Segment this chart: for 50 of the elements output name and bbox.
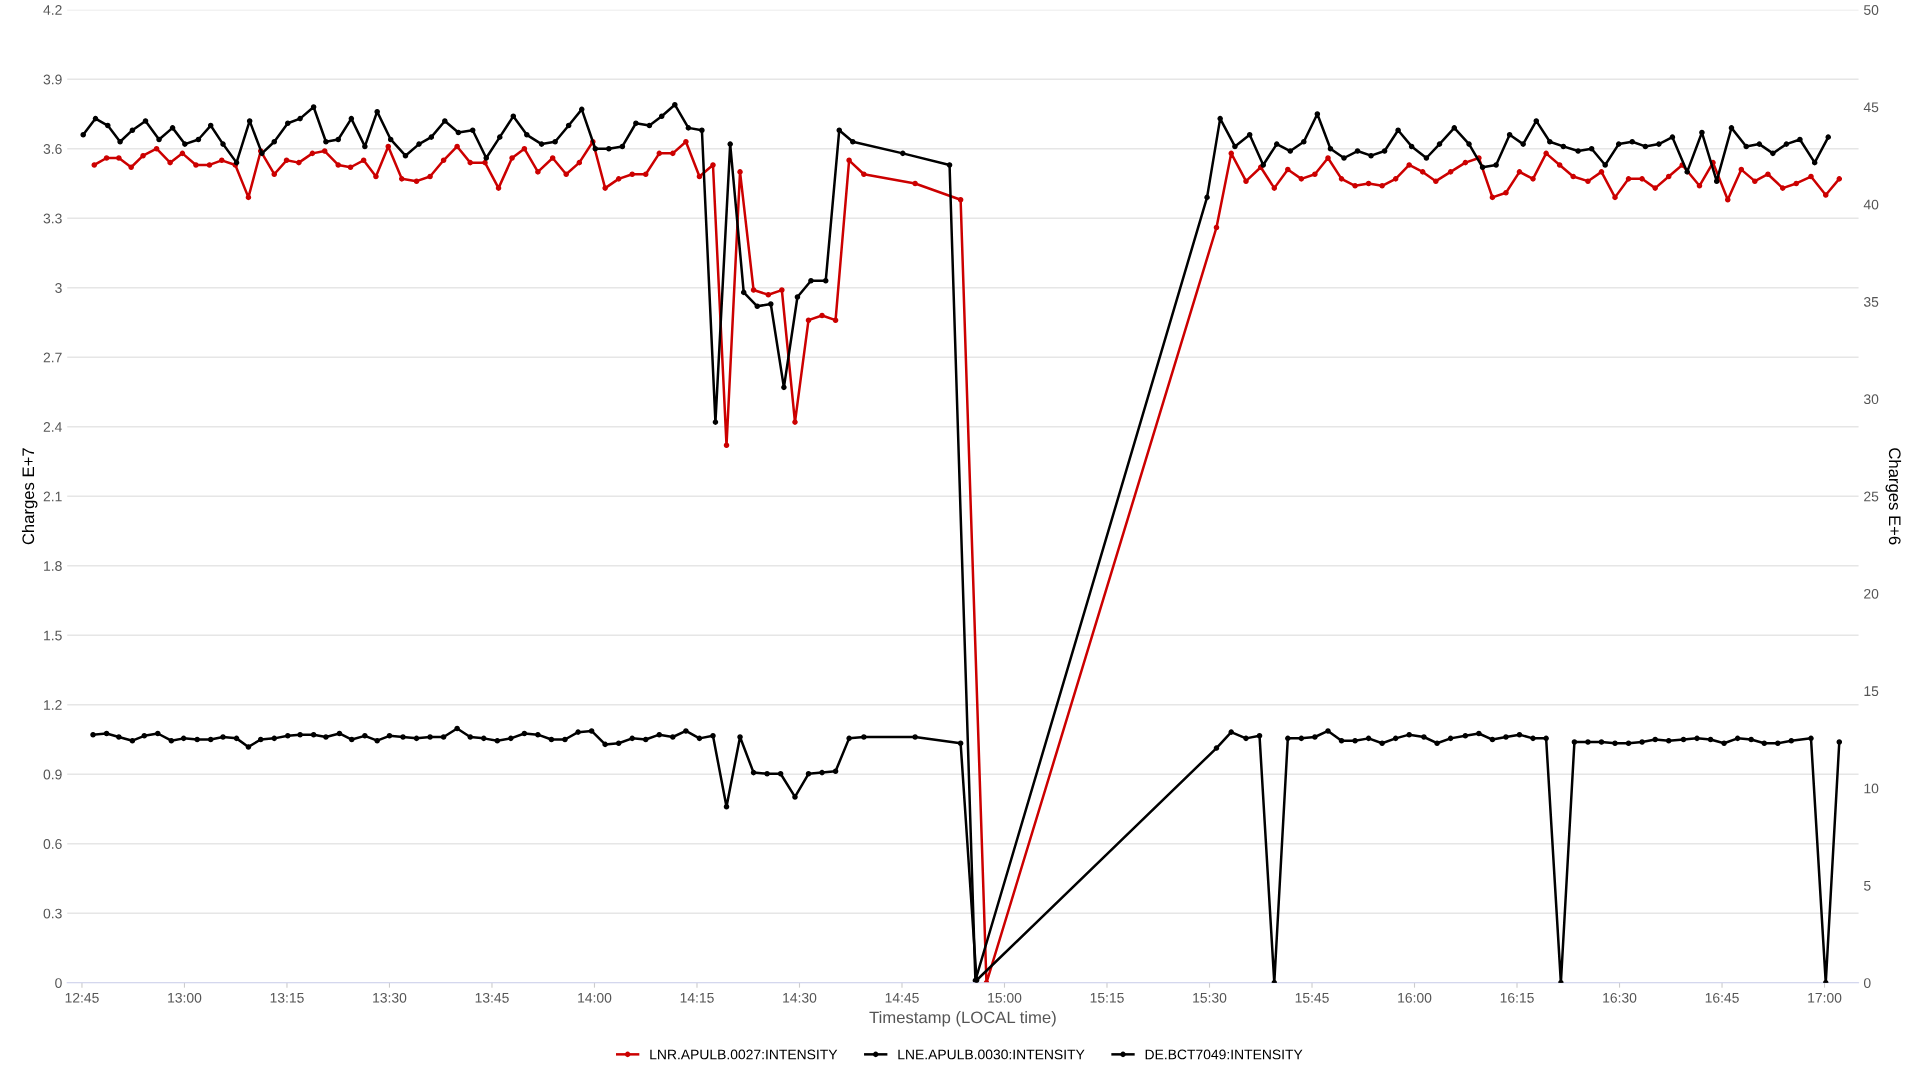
- y2-tick-label: 0: [1863, 978, 1871, 988]
- y2-tick-label: 50: [1863, 5, 1879, 15]
- y-tick-label: 1.2: [44, 700, 62, 710]
- x-axis-title: Timestamp (LOCAL time): [869, 1011, 1056, 1027]
- x-tick-label: 14:30: [783, 992, 817, 1003]
- x-tick-label: 12:45: [65, 992, 99, 1003]
- x-tick-label: 14:15: [680, 993, 714, 1003]
- y-tick-label: 0.6: [43, 839, 62, 849]
- y-tick-label: 2.4: [43, 422, 62, 432]
- x-tick-label: 13:30: [373, 992, 407, 1003]
- y-tick-label: 0.9: [43, 769, 62, 780]
- x-tick-label: 17:00: [1808, 992, 1842, 1003]
- x-tick-label: 13:45: [475, 992, 509, 1003]
- y-tick-label: 3: [55, 283, 62, 293]
- x-tick-label: 15:45: [1295, 993, 1329, 1003]
- x-tick-label: 15:15: [1090, 993, 1124, 1003]
- y2-tick-label: 35: [1863, 296, 1879, 307]
- y-tick-label: 2.1: [43, 491, 62, 502]
- y-tick-label: 3.3: [43, 213, 62, 224]
- x-tick-label: 16:15: [1500, 992, 1534, 1003]
- y-tick-label: 0.3: [43, 908, 62, 919]
- x-tick-label: 14:00: [578, 992, 612, 1003]
- y2-tick-label: 45: [1863, 102, 1879, 113]
- y2-axis-title: Charges E+6: [1885, 448, 1902, 545]
- y2-tick-label: 20: [1864, 588, 1879, 599]
- y-tick-label: 3.6: [43, 144, 62, 154]
- x-tick-label: 16:45: [1705, 992, 1739, 1003]
- y-tick-label: 0: [55, 978, 62, 988]
- x-tick-label: 14:45: [885, 993, 919, 1003]
- x-tick-label: 16:00: [1398, 992, 1432, 1003]
- legend-label: LNR.APULB.0027:INTENSITY: [650, 1049, 838, 1060]
- y-tick-label: 1.5: [44, 630, 62, 641]
- y-tick-label: 2.7: [43, 352, 62, 363]
- y-tick-label: 1.8: [44, 561, 62, 571]
- x-tick-label: 15:00: [988, 992, 1022, 1003]
- x-tick-label: 13:00: [168, 992, 202, 1003]
- y2-tick-label: 40: [1863, 199, 1879, 210]
- x-tick-label: 15:30: [1193, 992, 1227, 1003]
- y2-tick-label: 10: [1864, 783, 1879, 794]
- y-axis-title: Charges E+7: [21, 448, 38, 545]
- legend-label: LNE.APULB.0030:INTENSITY: [898, 1049, 1085, 1060]
- legend-label: DE.BCT7049:INTENSITY: [1145, 1049, 1303, 1060]
- y2-tick-label: 15: [1864, 686, 1879, 697]
- y-tick-label: 4.2: [43, 5, 62, 15]
- y2-tick-label: 25: [1864, 491, 1879, 502]
- y-tick-label: 3.9: [43, 74, 62, 85]
- x-tick-label: 13:15: [270, 992, 304, 1003]
- x-tick-label: 16:30: [1603, 992, 1637, 1003]
- y2-tick-label: 30: [1863, 394, 1879, 405]
- y2-tick-label: 5: [1863, 880, 1871, 891]
